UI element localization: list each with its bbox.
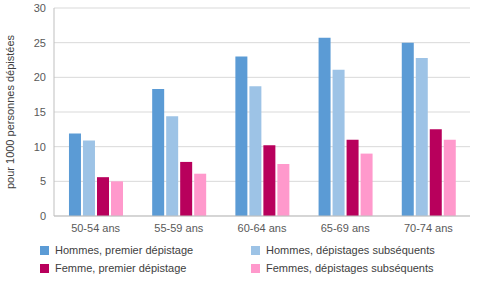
svg-text:25: 25 bbox=[34, 37, 46, 49]
html-text:Femme, premier dépistage: Femme, premier dépistage bbox=[55, 262, 187, 274]
svg-text:20: 20 bbox=[34, 71, 46, 83]
svg-text:0: 0 bbox=[40, 210, 46, 222]
html-text:Femmes, dépistages subséquents: Femmes, dépistages subséquents bbox=[266, 262, 434, 274]
svg-text:70-74 ans: 70-74 ans bbox=[404, 222, 453, 234]
html-text:Hommes, premier dépistage: Hommes, premier dépistage bbox=[55, 244, 194, 256]
svg-text:30: 30 bbox=[34, 2, 46, 14]
svg-text:10: 10 bbox=[34, 141, 46, 153]
svg-text:5: 5 bbox=[40, 175, 46, 187]
svg-text:50-54 ans: 50-54 ans bbox=[71, 222, 120, 234]
html-text:Hommes, dépistages subséquents: Hommes, dépistages subséquents bbox=[266, 244, 435, 256]
svg-text:15: 15 bbox=[34, 106, 46, 118]
svg-text:60-64 ans: 60-64 ans bbox=[238, 222, 287, 234]
svg-text:55-59 ans: 55-59 ans bbox=[154, 222, 203, 234]
svg-text:65-69 ans: 65-69 ans bbox=[321, 222, 370, 234]
svg-text:pour 1000 personnes dépistées: pour 1000 personnes dépistées bbox=[8, 34, 16, 189]
